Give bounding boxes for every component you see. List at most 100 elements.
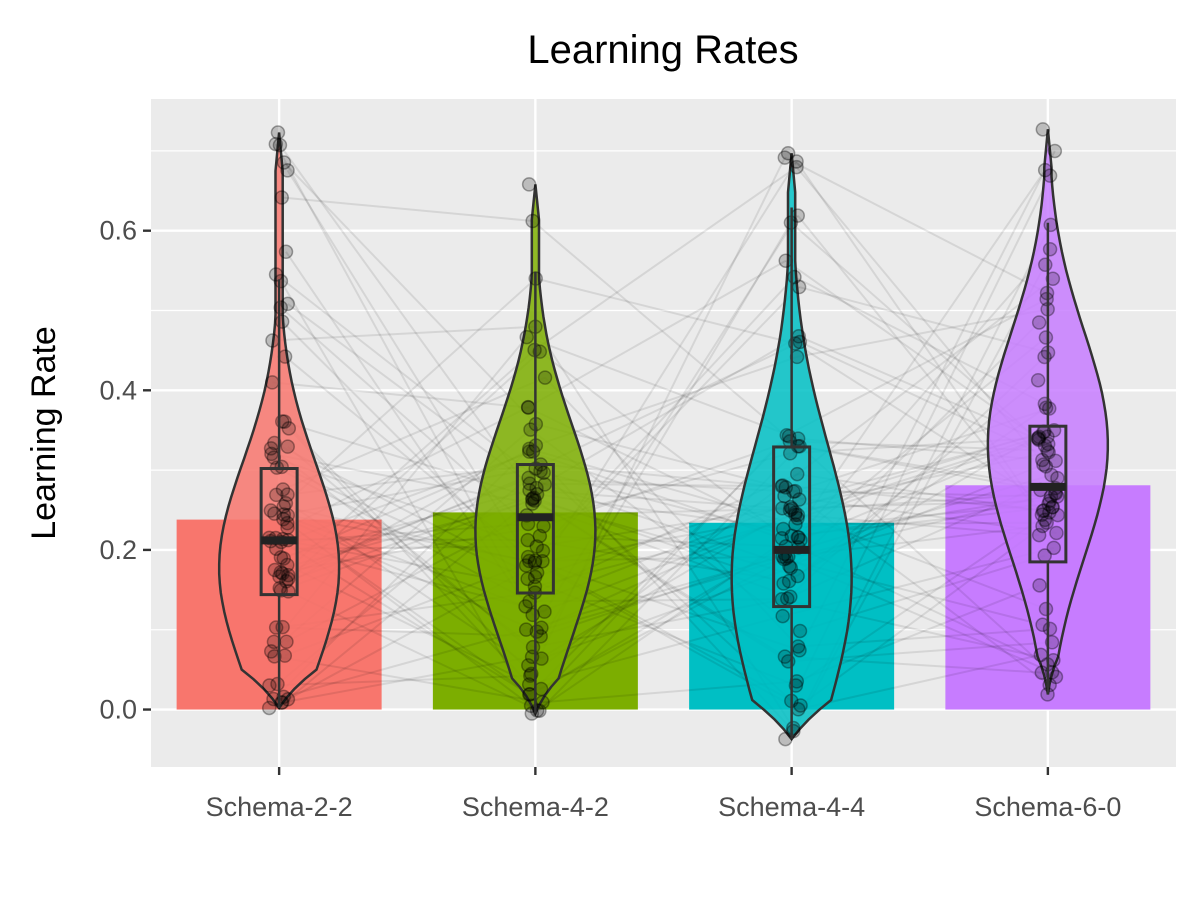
data-point — [523, 668, 538, 683]
data-point — [1041, 401, 1057, 416]
y-axis-label: Learning Rate — [25, 326, 63, 540]
data-point — [527, 555, 543, 571]
data-point — [276, 689, 291, 705]
data-point — [267, 506, 282, 521]
y-axis: 0.0 0.2 0.4 0.6 — [99, 216, 151, 725]
data-point — [274, 695, 290, 710]
data-point — [1049, 525, 1064, 541]
boxplots — [259, 207, 1068, 740]
data-point — [263, 644, 279, 659]
data-point — [280, 163, 295, 178]
data-point — [536, 465, 551, 480]
data-point — [775, 500, 790, 516]
data-point — [775, 478, 790, 493]
data-point — [1038, 330, 1054, 345]
data-point — [519, 329, 534, 345]
data-point — [527, 579, 543, 594]
data-point — [792, 643, 807, 658]
data-point — [782, 558, 797, 574]
data-point — [279, 574, 294, 589]
paired-line — [279, 144, 531, 491]
data-point — [788, 517, 803, 532]
data-point — [281, 567, 296, 583]
data-point — [1031, 315, 1047, 330]
data-point — [263, 503, 279, 518]
paired-line — [798, 653, 1042, 711]
data-point — [525, 492, 540, 507]
chart-title: Learning Rates — [527, 28, 798, 72]
data-point — [263, 441, 279, 456]
data-point — [525, 496, 540, 511]
data-point — [280, 439, 295, 454]
data-point — [1030, 431, 1046, 446]
paired-line — [281, 655, 533, 704]
paired-line — [283, 161, 537, 425]
data-point — [775, 521, 791, 537]
paired-line — [285, 277, 537, 504]
data-point — [535, 543, 551, 559]
paired-line — [280, 280, 532, 707]
data-point — [535, 553, 550, 569]
data-point — [522, 441, 537, 457]
data-point — [786, 484, 801, 499]
paired-line — [534, 166, 798, 351]
data-point — [1042, 241, 1058, 257]
data-point — [527, 553, 543, 568]
data-point — [269, 487, 284, 503]
data-point — [280, 520, 295, 535]
data-point — [1037, 548, 1052, 563]
data-point — [782, 502, 798, 518]
data-point — [274, 459, 289, 475]
data-point — [779, 428, 795, 443]
data-point — [273, 564, 289, 580]
data-point — [775, 608, 790, 624]
paired-line — [283, 628, 527, 698]
paired-line — [288, 427, 530, 686]
data-point — [1040, 436, 1056, 452]
paired-line — [283, 420, 533, 675]
data-point — [783, 560, 799, 576]
data-point — [533, 463, 548, 479]
data-point — [518, 558, 534, 573]
data-point — [1043, 217, 1058, 233]
data-point — [790, 507, 806, 523]
data-point — [537, 370, 553, 385]
y-tick-label: 0.6 — [99, 216, 137, 246]
data-point — [777, 150, 793, 165]
data-point — [275, 566, 290, 581]
data-point — [1039, 515, 1054, 530]
x-axis: Schema-2-2 Schema-4-2 Schema-4-4 Schema-6-0 — [206, 767, 1121, 822]
data-point — [1035, 518, 1050, 534]
data-point — [1038, 601, 1054, 617]
data-point — [1035, 503, 1051, 519]
paired-line — [281, 196, 533, 222]
data-point — [786, 720, 801, 736]
data-point — [526, 490, 542, 506]
data-point — [1042, 677, 1057, 693]
data-point — [1038, 400, 1054, 416]
paired-line — [532, 220, 799, 448]
data-point — [529, 624, 544, 639]
data-point — [1037, 396, 1053, 412]
data-point — [278, 244, 294, 260]
data-point — [527, 493, 542, 508]
data-point — [1035, 452, 1050, 468]
data-point — [521, 400, 536, 415]
data-point — [793, 532, 808, 548]
data-point — [783, 589, 798, 605]
x-tick-label: Schema-4-2 — [462, 792, 609, 822]
data-point — [276, 507, 291, 522]
data-point — [279, 634, 294, 650]
data-point — [786, 723, 801, 739]
data-point — [273, 273, 289, 289]
data-point — [529, 565, 545, 580]
data-point — [272, 137, 288, 153]
y-tick-label: 0.2 — [99, 535, 137, 565]
data-point — [1031, 432, 1047, 448]
data-point — [280, 487, 295, 502]
data-point — [1035, 122, 1051, 137]
data-point — [280, 507, 296, 523]
data-point — [529, 539, 545, 554]
data-point — [1044, 467, 1059, 483]
